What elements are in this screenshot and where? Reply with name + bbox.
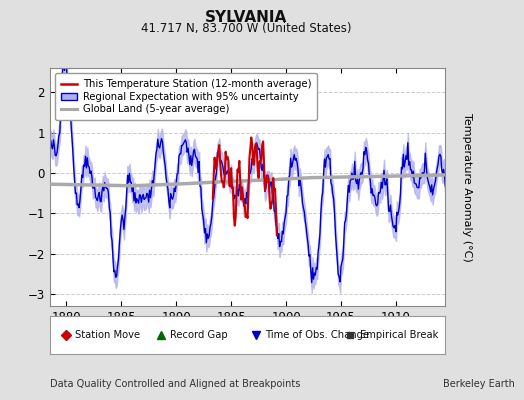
Text: Berkeley Earth: Berkeley Earth xyxy=(443,379,515,389)
Text: Record Gap: Record Gap xyxy=(170,330,228,340)
Y-axis label: Temperature Anomaly (°C): Temperature Anomaly (°C) xyxy=(462,113,472,261)
Legend: This Temperature Station (12-month average), Regional Expectation with 95% uncer: This Temperature Station (12-month avera… xyxy=(55,73,317,120)
Text: Time of Obs. Change: Time of Obs. Change xyxy=(265,330,369,340)
Text: SYLVANIA: SYLVANIA xyxy=(205,10,287,25)
Text: Data Quality Controlled and Aligned at Breakpoints: Data Quality Controlled and Aligned at B… xyxy=(50,379,300,389)
Text: Station Move: Station Move xyxy=(75,330,140,340)
Text: 41.717 N, 83.700 W (United States): 41.717 N, 83.700 W (United States) xyxy=(141,22,352,35)
Text: Empirical Break: Empirical Break xyxy=(361,330,439,340)
